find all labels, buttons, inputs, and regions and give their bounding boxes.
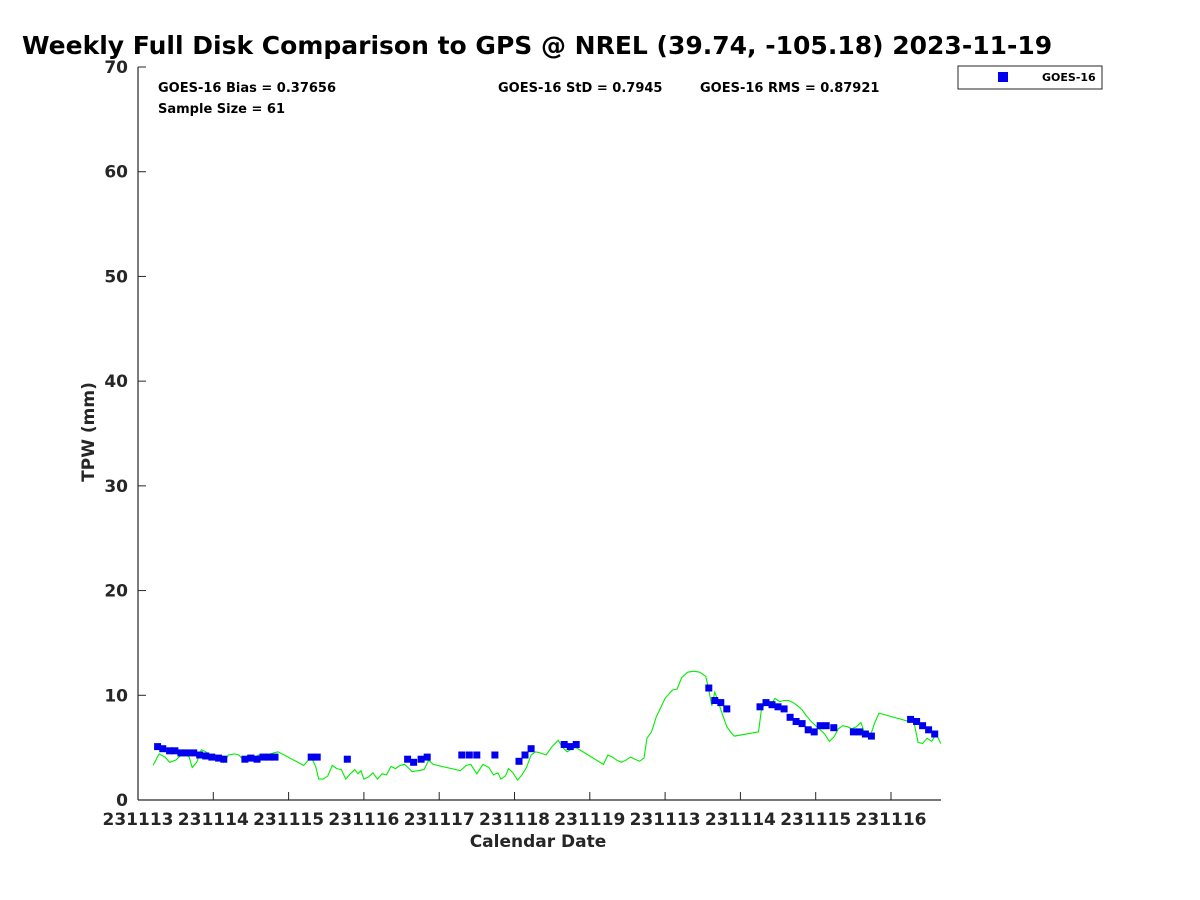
goes16-point (171, 747, 179, 755)
goes16-point (196, 751, 204, 759)
goes16-point (491, 751, 499, 759)
goes16-point (810, 728, 818, 736)
goes16-point (849, 728, 857, 736)
goes16-point (343, 755, 351, 763)
goes16-point (515, 757, 523, 765)
goes16-point (247, 754, 255, 762)
goes16-point (786, 713, 794, 721)
goes16-point (855, 728, 863, 736)
goes16-point (931, 730, 939, 738)
goes16-point (907, 715, 915, 723)
legend: GOES-16 (957, 65, 1103, 90)
goes16-point (919, 722, 927, 730)
legend-box (957, 65, 1103, 90)
goes-series-points (154, 684, 939, 766)
goes16-point (253, 755, 261, 763)
y-axis-label: TPW (mm) (79, 382, 99, 482)
y-tick-label: 0 (116, 791, 128, 811)
x-axis-label: Calendar Date (470, 832, 607, 852)
goes16-point (756, 703, 764, 711)
goes16-point (798, 720, 806, 728)
goes16-point (458, 751, 466, 759)
sample-size-stat: Sample Size = 61 (158, 102, 285, 117)
goes16-point (774, 703, 782, 711)
x-tick-label: 231116 (856, 810, 927, 830)
goes16-point (313, 753, 321, 761)
y-tick-label: 30 (104, 477, 128, 497)
goes16-point (166, 747, 174, 755)
goes16-point (410, 758, 418, 766)
goes16-point (572, 741, 580, 748)
y-tick-label: 10 (104, 686, 128, 706)
x-tick-label: 231115 (253, 810, 324, 830)
x-tick-label: 231113 (103, 810, 174, 830)
goes16-point (913, 718, 921, 725)
goes16-point (473, 751, 481, 759)
goes16-point (183, 749, 191, 757)
x-tick-label: 231117 (404, 810, 475, 830)
goes16-point (822, 722, 830, 730)
goes16-point (705, 684, 713, 692)
goes16-point (792, 718, 800, 725)
x-tick-label: 231119 (554, 810, 625, 830)
goes16-point (861, 730, 869, 738)
goes16-point (307, 753, 315, 761)
x-tick-label: 231113 (630, 810, 701, 830)
goes16-point (780, 705, 788, 713)
x-tick-label: 231115 (780, 810, 851, 830)
bias-stat: GOES-16 Bias = 0.37656 (158, 81, 336, 96)
y-tick-label: 20 (104, 582, 128, 602)
goes16-point (177, 749, 185, 757)
goes16-point (423, 753, 431, 761)
goes16-point (265, 753, 273, 761)
std-stat: GOES-16 StD = 0.7945 (498, 81, 662, 96)
goes16-point (215, 754, 223, 762)
x-tick-label: 231114 (178, 810, 249, 830)
goes16-point (220, 755, 228, 763)
goes16-point (527, 745, 535, 753)
goes16-point (768, 701, 776, 709)
goes16-point (190, 749, 198, 757)
goes16-point (417, 755, 425, 763)
goes16-point (560, 741, 568, 748)
goes16-point (566, 743, 574, 751)
x-tick-label: 231114 (705, 810, 776, 830)
goes16-point (202, 752, 210, 760)
goes16-point (711, 697, 719, 704)
goes16-point (465, 751, 473, 759)
x-tick-label: 231116 (328, 810, 399, 830)
goes16-point (804, 726, 812, 734)
goes16-point (159, 745, 167, 753)
goes16-point (241, 755, 249, 763)
goes16-point (208, 753, 216, 761)
goes16-point (271, 753, 279, 761)
x-tick-label: 231118 (479, 810, 550, 830)
legend-marker (998, 72, 1008, 82)
goes16-point (723, 705, 731, 713)
y-tick-label: 50 (104, 267, 128, 287)
goes16-point (762, 699, 770, 707)
y-tick-label: 70 (104, 58, 128, 78)
goes16-point (404, 755, 412, 763)
goes16-point (259, 753, 267, 761)
goes16-point (830, 724, 838, 732)
goes16-point (717, 699, 725, 707)
chart-title: Weekly Full Disk Comparison to GPS @ NRE… (22, 31, 1052, 60)
y-tick-label: 40 (104, 372, 128, 392)
legend-label-goes16: GOES-16 (1042, 71, 1096, 84)
goes16-point (925, 726, 933, 734)
y-tick-label: 60 (104, 163, 128, 183)
goes16-point (521, 751, 529, 759)
goes16-point (816, 722, 824, 730)
rms-stat: GOES-16 RMS = 0.87921 (700, 81, 879, 96)
goes16-point (154, 743, 162, 751)
goes16-point (867, 732, 875, 740)
